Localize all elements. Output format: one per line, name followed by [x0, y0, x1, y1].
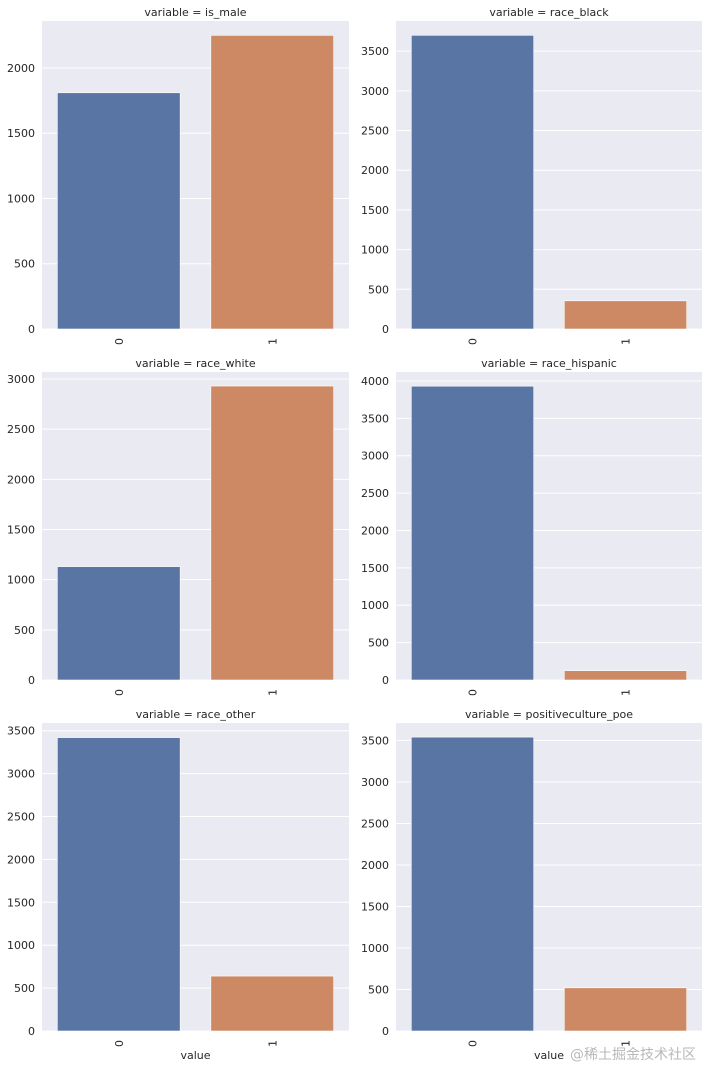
- y-tick-label: 500: [368, 637, 389, 650]
- y-tick-label: 3500: [7, 725, 35, 738]
- y-tick-label: 0: [28, 323, 35, 336]
- panel-title: variable = race_black: [489, 6, 609, 19]
- y-tick-label: 3000: [361, 450, 389, 463]
- y-tick-label: 2500: [7, 423, 35, 436]
- bar-1: [563, 670, 687, 681]
- x-tick-label: 1: [620, 1040, 633, 1047]
- bar-1: [563, 987, 687, 1032]
- x-tick-label: 1: [266, 689, 279, 696]
- bar-1: [210, 975, 334, 1032]
- panel-title: variable = race_hispanic: [481, 357, 617, 370]
- panel-title: variable = positiveculture_poe: [465, 708, 633, 721]
- panel-title: variable = race_white: [135, 357, 256, 370]
- y-tick-label: 0: [28, 1025, 35, 1038]
- y-tick-label: 2500: [361, 817, 389, 830]
- y-tick-label: 0: [382, 1025, 389, 1038]
- x-axis-label: value: [534, 1049, 564, 1062]
- y-tick-label: 1500: [7, 127, 35, 140]
- y-tick-label: 3000: [7, 768, 35, 781]
- x-tick-label: 1: [266, 1040, 279, 1047]
- y-tick-label: 3000: [361, 85, 389, 98]
- x-tick-label: 0: [467, 338, 480, 345]
- x-tick-label: 0: [113, 689, 126, 696]
- y-tick-label: 1000: [7, 574, 35, 587]
- y-tick-label: 2000: [361, 524, 389, 537]
- x-tick-label: 1: [620, 689, 633, 696]
- bar-1: [210, 385, 334, 681]
- y-tick-label: 3500: [361, 45, 389, 58]
- facet-panel-1: 0 500 1000 1500 2000 2500 3000 3500 0 1 variable =…: [361, 6, 702, 345]
- bar-0: [57, 566, 181, 681]
- y-tick-label: 2000: [361, 164, 389, 177]
- y-tick-label: 0: [382, 323, 389, 336]
- y-tick-label: 500: [368, 983, 389, 996]
- y-tick-label: 1000: [7, 192, 35, 205]
- y-tick-label: 3000: [7, 373, 35, 386]
- y-tick-label: 3500: [361, 412, 389, 425]
- x-tick-label: 0: [467, 689, 480, 696]
- bar-0: [57, 737, 181, 1032]
- facet-panel-5: 0 500 1000 1500 2000 2500 3000 3500 0 1 variable =…: [361, 708, 702, 1062]
- y-tick-label: 2500: [361, 125, 389, 138]
- y-tick-label: 2000: [7, 62, 35, 75]
- facet-panel-4: 0 500 1000 1500 2000 2500 3000 3500 0 1 variable =…: [7, 708, 349, 1062]
- y-tick-label: 2000: [7, 853, 35, 866]
- y-tick-label: 500: [14, 258, 35, 271]
- bar-0: [57, 92, 181, 330]
- x-tick-label: 0: [467, 1040, 480, 1047]
- y-tick-label: 1500: [361, 562, 389, 575]
- y-tick-label: 1500: [361, 900, 389, 913]
- x-tick-label: 1: [266, 338, 279, 345]
- y-tick-label: 3500: [361, 734, 389, 747]
- y-tick-label: 2000: [7, 473, 35, 486]
- x-tick-label: 0: [113, 1040, 126, 1047]
- watermark: @稀土掘金技术社区: [570, 1047, 696, 1063]
- y-tick-label: 3000: [361, 776, 389, 789]
- y-tick-label: 2000: [361, 859, 389, 872]
- y-tick-label: 2500: [7, 811, 35, 824]
- y-tick-label: 500: [14, 982, 35, 995]
- y-tick-label: 0: [382, 674, 389, 687]
- x-tick-label: 1: [620, 338, 633, 345]
- facet-panel-3: 0 500 1000 1500 2000 2500 3000 3500 4000 0 1 variab…: [361, 357, 702, 696]
- y-tick-label: 0: [28, 674, 35, 687]
- bar-0: [410, 736, 534, 1032]
- bar-1: [563, 300, 687, 330]
- panel-title: variable = race_other: [136, 708, 256, 721]
- y-tick-label: 1500: [361, 204, 389, 217]
- y-tick-label: 1500: [7, 524, 35, 537]
- y-tick-label: 1000: [361, 244, 389, 257]
- facet-panel-0: 0 500 1000 1500 2000 0 1 variable = is_male: [7, 6, 349, 345]
- panel-title: variable = is_male: [144, 6, 246, 19]
- facet-panel-2: 0 500 1000 1500 2000 2500 3000 0 1 variable = rac…: [7, 357, 349, 696]
- y-tick-label: 1500: [7, 896, 35, 909]
- y-tick-label: 500: [368, 283, 389, 296]
- y-tick-label: 1000: [361, 599, 389, 612]
- bar-0: [410, 385, 534, 681]
- x-tick-label: 0: [113, 338, 126, 345]
- bar-0: [410, 34, 534, 330]
- y-tick-label: 1000: [7, 939, 35, 952]
- y-tick-label: 2500: [361, 487, 389, 500]
- y-tick-label: 500: [14, 624, 35, 637]
- x-axis-label: value: [180, 1049, 210, 1062]
- y-tick-label: 1000: [361, 942, 389, 955]
- y-tick-label: 4000: [361, 375, 389, 388]
- bar-1: [210, 35, 334, 330]
